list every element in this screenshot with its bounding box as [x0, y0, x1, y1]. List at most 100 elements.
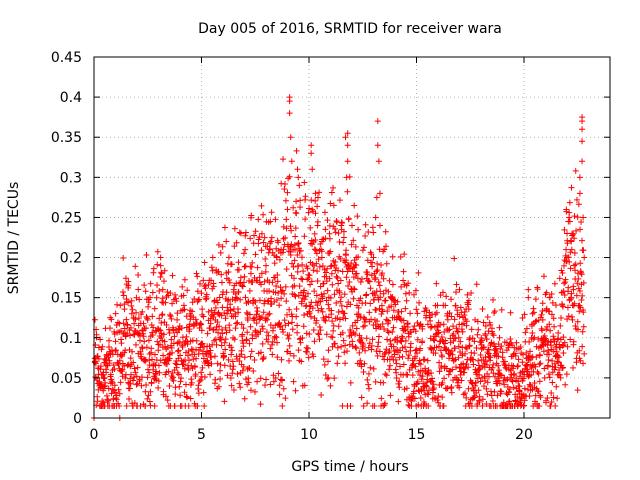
data-point: [349, 322, 356, 329]
data-point: [374, 118, 381, 125]
data-point: [567, 237, 574, 244]
data-point: [195, 382, 202, 389]
data-point: [439, 353, 446, 360]
data-point: [339, 402, 346, 409]
data-point: [494, 349, 501, 356]
data-point: [192, 363, 199, 370]
data-point: [372, 214, 379, 221]
data-point: [441, 329, 448, 336]
data-point: [446, 326, 453, 333]
data-point: [139, 345, 146, 352]
data-point: [377, 294, 384, 301]
data-point: [262, 315, 269, 322]
data-point: [505, 342, 512, 349]
data-point: [324, 265, 331, 272]
data-point: [148, 345, 155, 352]
data-point: [521, 385, 528, 392]
data-point: [374, 267, 381, 274]
data-point: [514, 362, 521, 369]
data-point: [567, 265, 574, 272]
data-point: [181, 276, 188, 283]
data-point: [327, 295, 334, 302]
data-point: [219, 243, 226, 250]
data-point: [559, 270, 566, 277]
data-point: [229, 366, 236, 373]
data-point: [143, 313, 150, 320]
data-point: [403, 348, 410, 355]
data-point: [141, 282, 148, 289]
data-point: [577, 226, 584, 233]
data-point: [321, 361, 328, 368]
data-point: [329, 318, 336, 325]
data-point: [578, 297, 585, 304]
data-point: [200, 277, 207, 284]
data-point: [300, 268, 307, 275]
data-point: [280, 223, 287, 230]
data-point: [185, 366, 192, 373]
data-point: [213, 324, 220, 331]
data-point: [450, 323, 457, 330]
data-point: [330, 327, 337, 334]
data-point: [312, 197, 319, 204]
data-point: [315, 298, 322, 305]
data-point: [240, 363, 247, 370]
data-point: [228, 261, 235, 268]
data-point: [485, 346, 492, 353]
data-point: [525, 294, 532, 301]
data-point: [380, 290, 387, 297]
data-point: [286, 110, 293, 117]
data-point: [236, 380, 243, 387]
data-point: [299, 261, 306, 268]
data-point: [348, 260, 355, 267]
data-point: [289, 326, 296, 333]
data-point: [232, 325, 239, 332]
data-point: [252, 251, 259, 258]
data-point: [196, 378, 203, 385]
data-point: [580, 309, 587, 316]
data-point: [496, 367, 503, 374]
data-point: [112, 347, 119, 354]
data-point: [548, 398, 555, 405]
data-point: [95, 355, 102, 362]
data-point: [114, 319, 121, 326]
data-point: [403, 297, 410, 304]
data-point: [120, 320, 127, 327]
data-point: [577, 260, 584, 267]
data-point: [568, 238, 575, 245]
data-point: [281, 181, 288, 188]
data-point: [567, 336, 574, 343]
data-point: [489, 398, 496, 405]
data-point: [273, 296, 280, 303]
data-point: [301, 179, 308, 186]
data-point: [461, 369, 468, 376]
data-point: [149, 289, 156, 296]
data-point: [382, 243, 389, 250]
data-point: [272, 322, 279, 329]
data-point: [332, 258, 339, 265]
data-point: [306, 331, 313, 338]
data-point: [300, 323, 307, 330]
data-point: [218, 279, 225, 286]
data-point: [344, 142, 351, 149]
data-point: [319, 308, 326, 315]
data-point: [303, 330, 310, 337]
data-point: [242, 246, 249, 253]
data-point: [381, 246, 388, 253]
data-point: [249, 335, 256, 342]
data-point: [463, 318, 470, 325]
data-point: [282, 283, 289, 290]
data-point: [433, 280, 440, 287]
data-point: [385, 288, 392, 295]
data-point: [142, 358, 149, 365]
data-point: [414, 310, 421, 317]
data-point: [368, 342, 375, 349]
data-point: [325, 358, 332, 365]
data-point: [284, 311, 291, 318]
data-point: [108, 316, 115, 323]
data-point: [155, 347, 162, 354]
data-point: [150, 265, 157, 272]
data-point: [282, 234, 289, 241]
data-point: [521, 311, 528, 318]
data-point: [308, 197, 315, 204]
data-point: [161, 338, 168, 345]
